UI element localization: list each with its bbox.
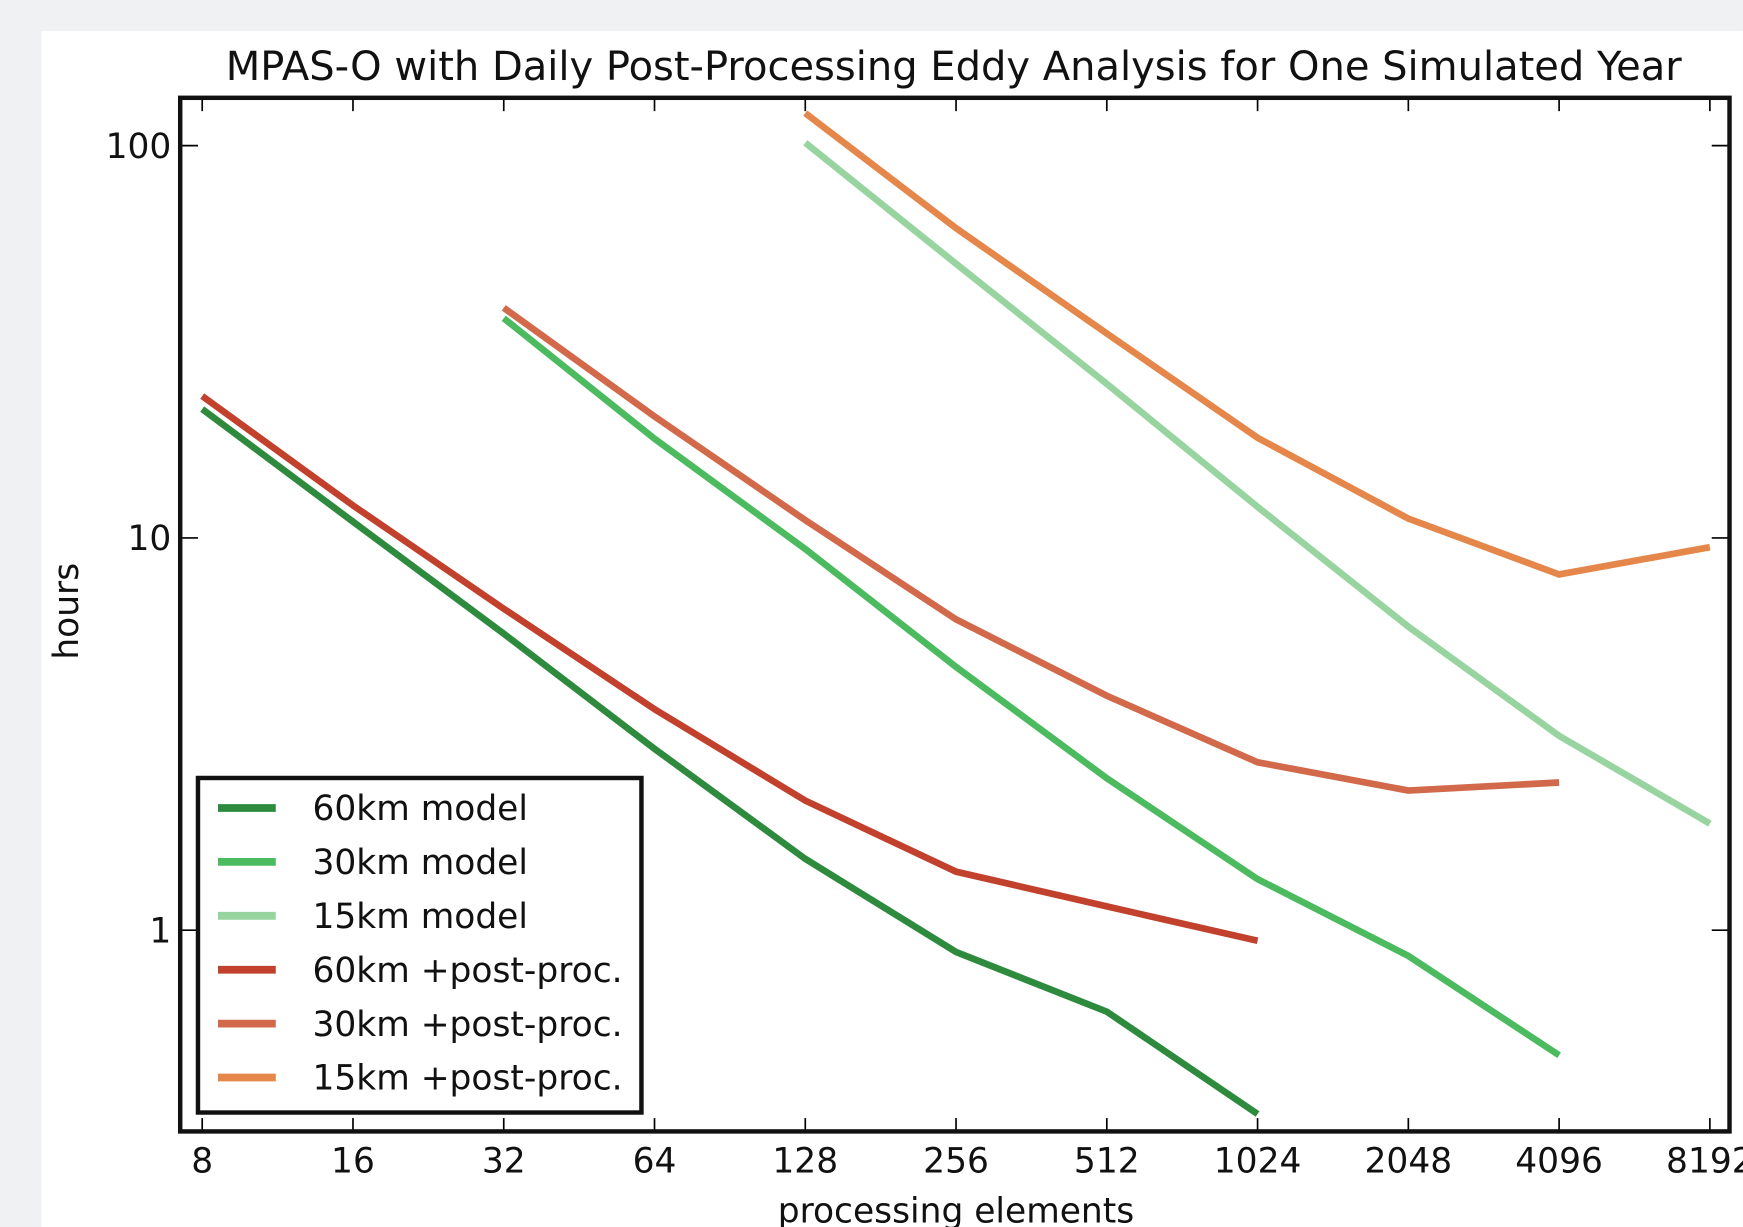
- y-axis-label: hours: [47, 563, 87, 660]
- legend-label: 60km model: [312, 789, 528, 829]
- x-tick-label: 256: [923, 1142, 989, 1182]
- x-tick-label: 512: [1074, 1142, 1140, 1182]
- series-line: [501, 315, 1561, 1059]
- legend-box: [195, 775, 644, 1115]
- legend-label: 30km +post-proc.: [312, 1005, 622, 1045]
- x-tick-label: 4096: [1515, 1142, 1603, 1182]
- y-tick-label: 1: [149, 911, 171, 951]
- legend-label: 30km model: [312, 843, 528, 883]
- x-tick-label: 32: [482, 1142, 526, 1182]
- series-line: [200, 393, 1259, 945]
- y-tick-label: 10: [127, 519, 171, 559]
- series-line: [803, 140, 1712, 827]
- x-tick-label: 2048: [1365, 1142, 1453, 1182]
- x-tick-label: 8: [191, 1142, 213, 1182]
- legend-label: 60km +post-proc.: [312, 951, 622, 991]
- x-tick-label: 64: [633, 1142, 677, 1182]
- x-tick-label: 16: [331, 1142, 375, 1182]
- legend-label: 15km model: [312, 897, 528, 937]
- series-line: [803, 110, 1711, 578]
- plot-frame: [177, 95, 1732, 1134]
- x-tick-label: 1024: [1214, 1142, 1302, 1182]
- chart-title: MPAS-O with Daily Post-Processing Eddy A…: [226, 44, 1682, 90]
- legend-label: 15km +post-proc.: [312, 1059, 622, 1099]
- series-line: [501, 305, 1560, 794]
- y-tick-label: 100: [106, 127, 172, 167]
- series-line: [200, 406, 1260, 1117]
- x-tick-label: 8192: [1666, 1142, 1743, 1182]
- x-tick-label: 128: [772, 1142, 838, 1182]
- x-axis-label: processing elements: [778, 1192, 1134, 1227]
